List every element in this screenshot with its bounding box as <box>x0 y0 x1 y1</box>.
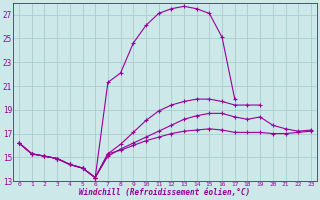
X-axis label: Windchill (Refroidissement éolien,°C): Windchill (Refroidissement éolien,°C) <box>79 188 251 197</box>
